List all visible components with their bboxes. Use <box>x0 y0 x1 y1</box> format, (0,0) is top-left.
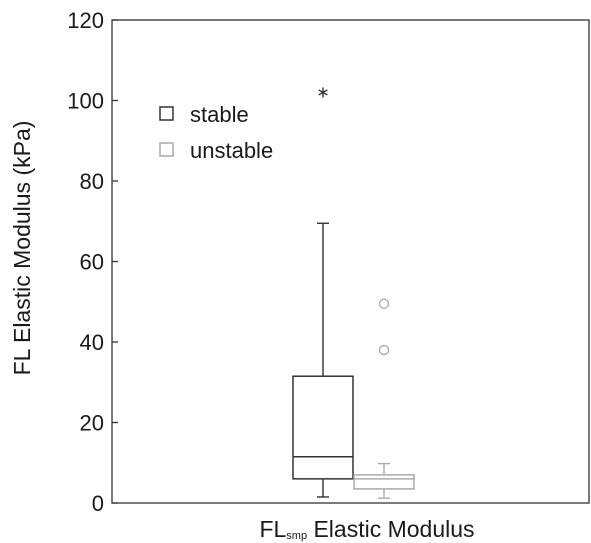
outlier-circle-unstable <box>378 298 390 309</box>
asterisk-stroke <box>318 89 328 96</box>
legend-swatch-stable <box>159 106 174 121</box>
y-tick-label: 20 <box>80 411 104 436</box>
y-tick-label: 80 <box>80 169 104 194</box>
box-unstable <box>353 298 415 499</box>
box-stable <box>292 87 354 498</box>
legend-label-unstable: unstable <box>190 138 273 163</box>
box-body-stable <box>292 375 354 480</box>
legend-swatch-unstable <box>159 142 174 157</box>
outlier-circle-unstable <box>378 344 390 356</box>
legend-label-stable: stable <box>190 102 249 127</box>
y-tick-label: 100 <box>67 89 104 114</box>
x-axis-label-subscript: smp <box>286 530 307 542</box>
y-tick-label: 120 <box>67 8 104 33</box>
box-series-group <box>292 87 415 499</box>
x-axis-label-rest: Elastic Modulus <box>307 516 474 542</box>
y-tick-label: 40 <box>80 330 104 355</box>
y-tick-label: 0 <box>92 491 104 516</box>
y-axis-label: FL Elastic Modulus (kPa) <box>9 121 35 376</box>
y-tick-label: 60 <box>80 250 104 275</box>
y-axis-ticks: 0 20 40 60 80 100 120 <box>67 8 118 516</box>
x-axis-label: FLsmp Elastic Modulus <box>259 516 474 542</box>
outlier-asterisk-stable <box>318 87 328 98</box>
box-body-unstable <box>353 474 415 490</box>
x-axis-label-main: FL <box>259 516 286 542</box>
legend: stable unstable <box>159 102 273 163</box>
